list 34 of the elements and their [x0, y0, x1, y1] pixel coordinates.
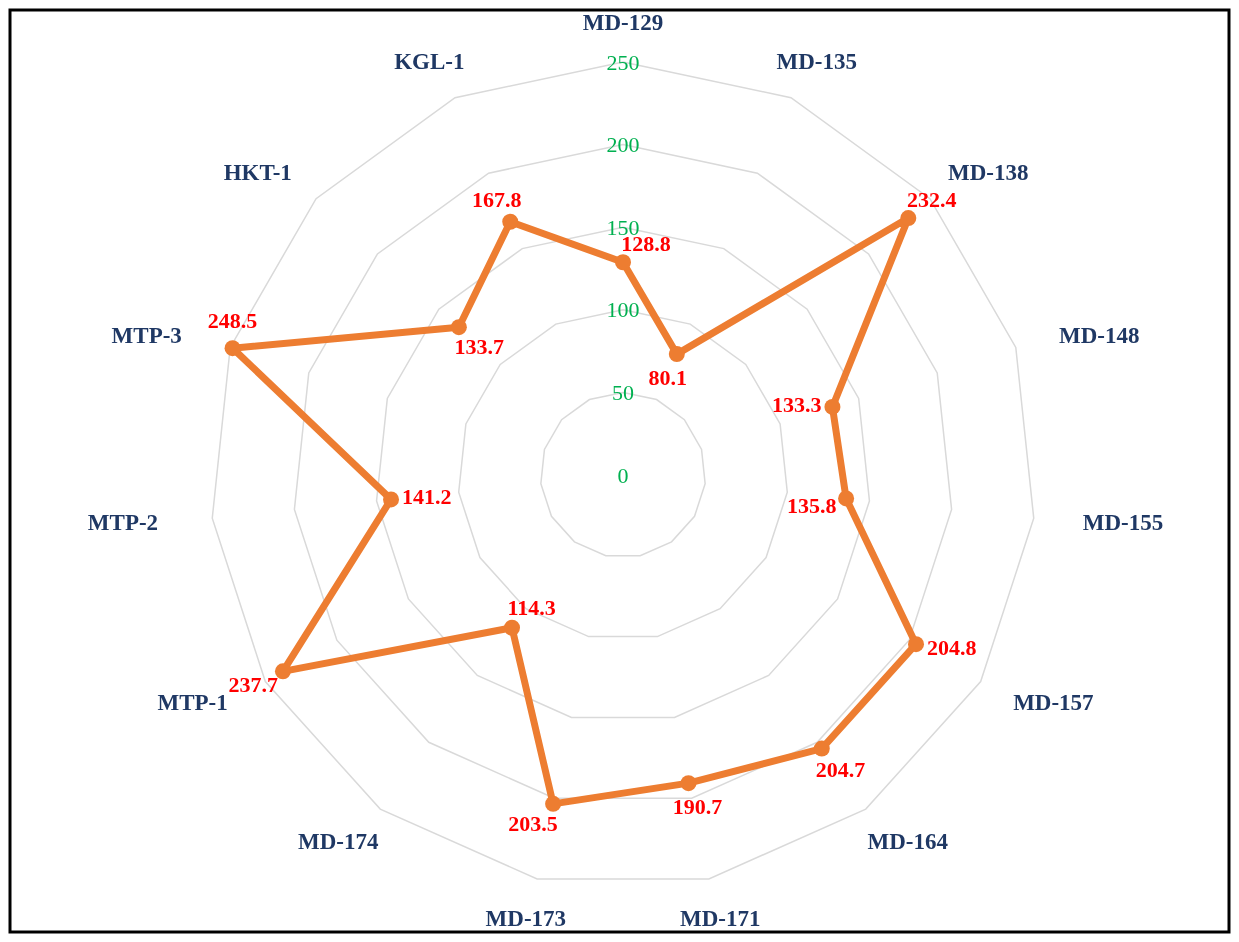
- data-label: 114.3: [507, 595, 556, 621]
- spoke-label: MD-129: [582, 10, 664, 35]
- spoke-label: MD-173: [485, 906, 567, 932]
- y-tick-label: 100: [606, 297, 640, 323]
- y-tick-label: 50: [612, 379, 634, 405]
- y-tick-label: 250: [606, 49, 640, 75]
- spoke-label: MD-155: [1082, 510, 1164, 536]
- data-label: 167.8: [471, 187, 522, 213]
- data-label: 232.4: [907, 187, 957, 213]
- spoke-label: MD-135: [776, 49, 857, 75]
- spoke-label: HKT-1: [223, 159, 292, 185]
- data-label: 204.7: [815, 756, 866, 782]
- data-label: 135.8: [786, 492, 837, 518]
- data-label: 204.8: [926, 635, 977, 661]
- spoke-label: MD-148: [1059, 323, 1140, 349]
- spoke-label: MD-174: [298, 829, 379, 855]
- y-tick-label: 200: [606, 132, 640, 158]
- data-label: 133.3: [771, 391, 822, 417]
- spoke-label: MD-171: [679, 906, 761, 932]
- data-label: 248.5: [207, 307, 258, 333]
- data-label: 141.2: [401, 483, 452, 509]
- spoke-label: MD-157: [1013, 689, 1094, 715]
- spoke-label: MTP-1: [157, 689, 228, 715]
- data-label: 190.7: [672, 793, 723, 819]
- data-label: 237.7: [228, 672, 278, 698]
- y-tick-label: 0: [617, 462, 629, 488]
- spoke-label: MTP-3: [111, 323, 182, 349]
- spoke-label: MD-164: [867, 829, 949, 855]
- spoke-label: MD-138: [947, 159, 1029, 185]
- data-label: 80.1: [648, 364, 687, 390]
- data-label: 203.5: [508, 811, 558, 837]
- spoke-label: MTP-2: [87, 510, 159, 536]
- spoke-label: KGL-1: [394, 49, 465, 75]
- data-label: 133.7: [454, 334, 505, 360]
